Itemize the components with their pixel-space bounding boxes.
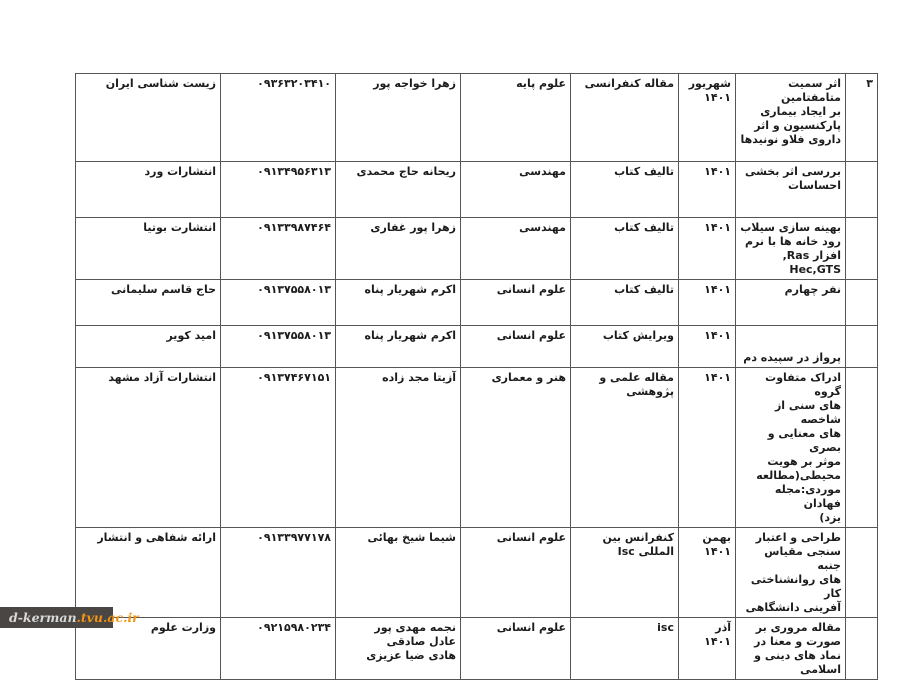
publications-table: ۳ اثر سمیت متامفتامین بر ایجاد بیماری پار… <box>75 73 878 680</box>
cell-num <box>845 161 878 218</box>
cell-title: پرواز در سپیده دم <box>735 325 846 368</box>
cell-date: شهریور ۱۴۰۱ <box>678 73 736 162</box>
cell-num <box>845 527 878 618</box>
cell-date: بهمن ۱۴۰۱ <box>678 527 736 618</box>
cell-type: ویرایش کتاب <box>570 325 679 368</box>
cell-phone: ۰۹۱۳۷۵۵۸۰۱۳ <box>220 279 336 326</box>
cell-title: بهینه سازی سیلاب رود خانه ها با نرم افزا… <box>735 217 846 280</box>
cell-title: مقاله مروری بر صورت و معنا در نماد های د… <box>735 617 846 680</box>
cell-type: isc <box>570 617 679 680</box>
cell-phone: ۰۹۳۶۳۲۰۳۴۱۰ <box>220 73 336 162</box>
watermark-domain-text: d-kerman <box>9 610 77 625</box>
cell-names: ریحانه حاج محمدی <box>335 161 461 218</box>
cell-type: کنفرانس بین المللی Isc <box>570 527 679 618</box>
cell-type: مقاله علمی و پژوهشی <box>570 367 679 528</box>
watermark-domain-suffix: .tvu.ac.ir <box>76 610 139 625</box>
cell-phone: ۰۹۱۳۳۹۷۷۱۷۸ <box>220 527 336 618</box>
table-row: بررسی اثر بخشی احساسات ۱۴۰۱ تالیف کتاب مهند… <box>75 161 878 218</box>
cell-phone: ۰۹۲۱۵۹۸۰۲۳۴ <box>220 617 336 680</box>
cell-date: ۱۴۰۱ <box>678 279 736 326</box>
table-row: نفر چهارم ۱۴۰۱ تالیف کتاب علوم انسانی اکرم ش… <box>75 279 878 326</box>
cell-publisher: زیست شناسی ایران <box>75 73 221 162</box>
cell-title: ادراک متفاوت گروه های سنی از شاخصه های م… <box>735 367 846 528</box>
cell-type: تالیف کتاب <box>570 279 679 326</box>
cell-phone: ۰۹۱۳۷۵۵۸۰۱۳ <box>220 325 336 368</box>
cell-names: اکرم شهریار پناه <box>335 279 461 326</box>
cell-field: علوم انسانی <box>460 279 571 326</box>
cell-type: مقاله کنفرانسی <box>570 73 679 162</box>
cell-date: ۱۴۰۱ <box>678 325 736 368</box>
document-page: ۳ اثر سمیت متامفتامین بر ایجاد بیماری پار… <box>0 73 878 680</box>
cell-date: آذر ۱۴۰۱ <box>678 617 736 680</box>
cell-phone: ۰۹۱۳۳۹۸۷۴۶۴ <box>220 217 336 280</box>
cell-title: نفر چهارم <box>735 279 846 326</box>
cell-field: علوم پایه <box>460 73 571 162</box>
cell-title: طراحی و اعتبار سنجی مقیاس جنبه های روانش… <box>735 527 846 618</box>
cell-phone: ۰۹۱۳۷۴۶۷۱۵۱ <box>220 367 336 528</box>
cell-publisher: حاج قاسم سلیمانی <box>75 279 221 326</box>
cell-date: ۱۴۰۱ <box>678 367 736 528</box>
cell-names: زهرا پور غفاری <box>335 217 461 280</box>
cell-field: علوم انسانی <box>460 325 571 368</box>
cell-names: آزیتا مجد زاده <box>335 367 461 528</box>
cell-phone: ۰۹۱۳۴۹۵۶۳۱۳ <box>220 161 336 218</box>
cell-names: زهرا خواجه پور <box>335 73 461 162</box>
cell-field: مهندسی <box>460 217 571 280</box>
cell-publisher: ارائه شفاهی و انتشار <box>75 527 221 618</box>
cell-date: ۱۴۰۱ <box>678 161 736 218</box>
cell-num <box>845 367 878 528</box>
cell-publisher: انتشارات ورد <box>75 161 221 218</box>
cell-names: اکرم شهریار پناه <box>335 325 461 368</box>
cell-num <box>845 325 878 368</box>
table-row: مقاله مروری بر صورت و معنا در نماد های د… <box>75 617 878 680</box>
table-row: طراحی و اعتبار سنجی مقیاس جنبه های روانش… <box>75 527 878 618</box>
cell-field: علوم انسانی <box>460 527 571 618</box>
cell-publisher: امید کویر <box>75 325 221 368</box>
cell-publisher: انتشارت بوتیا <box>75 217 221 280</box>
table-row: ادراک متفاوت گروه های سنی از شاخصه های م… <box>75 367 878 528</box>
cell-publisher: انتشارات آزاد مشهد <box>75 367 221 528</box>
cell-field: علوم انسانی <box>460 617 571 680</box>
table-body: ۳ اثر سمیت متامفتامین بر ایجاد بیماری پار… <box>75 73 878 680</box>
cell-names: شیما شیخ بهائی <box>335 527 461 618</box>
cell-num: ۳ <box>845 73 878 162</box>
cell-num <box>845 279 878 326</box>
cell-title: بررسی اثر بخشی احساسات <box>735 161 846 218</box>
cell-names: نجمه مهدی پور عادل صادقی هادی ضیا عزیزی <box>335 617 461 680</box>
cell-num <box>845 617 878 680</box>
cell-num <box>845 217 878 280</box>
site-watermark: d-kerman .tvu.ac.ir <box>0 607 139 628</box>
table-row: ۳ اثر سمیت متامفتامین بر ایجاد بیماری پار… <box>75 73 878 162</box>
cell-type: تالیف کتاب <box>570 217 679 280</box>
cell-field: هنر و معماری <box>460 367 571 528</box>
table-row: بهینه سازی سیلاب رود خانه ها با نرم افزا… <box>75 217 878 280</box>
cell-type: تالیف کتاب <box>570 161 679 218</box>
cell-title: اثر سمیت متامفتامین بر ایجاد بیماری پارک… <box>735 73 846 162</box>
table-row: پرواز در سپیده دم ۱۴۰۱ ویرایش کتاب علوم انس… <box>75 325 878 368</box>
cell-date: ۱۴۰۱ <box>678 217 736 280</box>
cell-field: مهندسی <box>460 161 571 218</box>
